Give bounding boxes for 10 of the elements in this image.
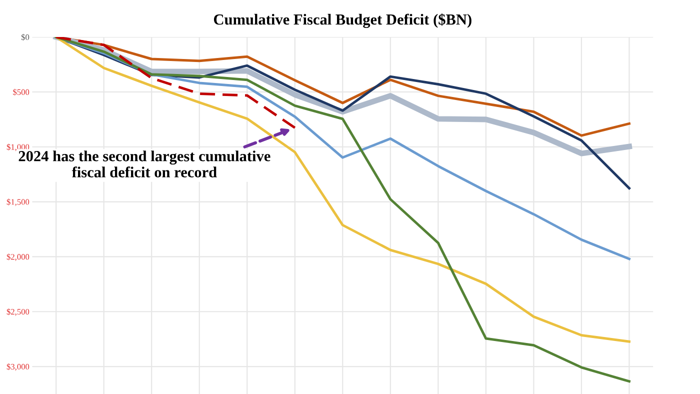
line-series (54, 37, 296, 130)
y-tick-label: $2,000 (6, 254, 30, 261)
chart-title: Cumulative Fiscal Budget Deficit ($BN) (214, 13, 472, 28)
y-tick-label: $0 (21, 34, 30, 41)
y-tick-label: $1,500 (6, 198, 30, 206)
y-tick-label: $3,000 (6, 363, 30, 371)
y-tick-label: $1,000 (6, 144, 30, 152)
annotation: 2024 has the second largest cumulative fiscal deficit on record (18, 150, 270, 178)
y-tick-label: $2,500 (6, 308, 30, 316)
y-tick-label: $500 (13, 88, 30, 96)
